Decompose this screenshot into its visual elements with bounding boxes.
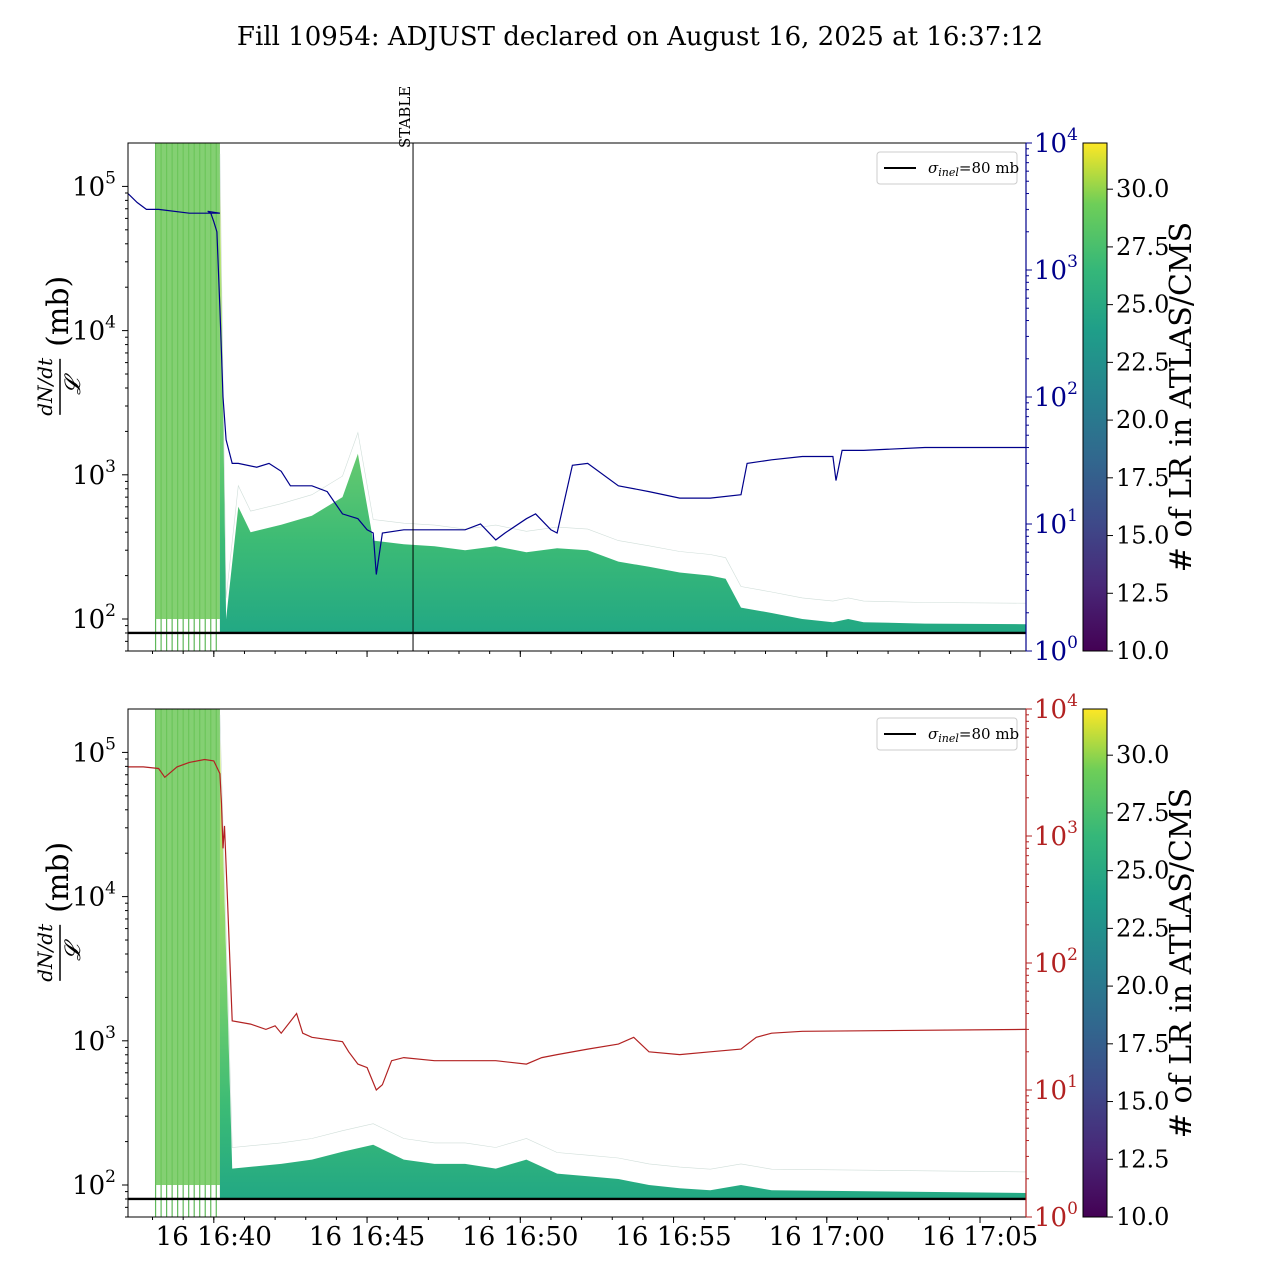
x-tick-label: 16 17:00 [769, 1222, 885, 1252]
x-axis: 16 16:40 16 16:45 16 16:50 16 16:55 16 17:00… [152, 1217, 1038, 1252]
right-tick-label: 100 [1034, 1199, 1078, 1233]
colorbar-tick-label: 12.5 [1116, 579, 1169, 607]
colorbar-tick-label: 15.0 [1116, 522, 1169, 550]
rate-envelope [219, 714, 1026, 1173]
pre-ramp-band [155, 709, 220, 1186]
legend-box [876, 717, 1018, 751]
colorbar: 10.0 12.5 15.0 17.5 20.0 22.5 25.0 27.5 30.0 # of… [1082, 142, 1199, 665]
ylabel-denominator: 𝓛 [61, 373, 86, 395]
ylabel-unit: (mb) [41, 276, 76, 347]
plot-frame [127, 708, 1027, 1218]
colorbar-tick-label: 10.0 [1116, 1203, 1169, 1231]
pre-ramp-band [155, 143, 220, 620]
left-tick-label: 102 [72, 601, 116, 635]
colorbar-tick-label: 30.0 [1116, 741, 1169, 769]
left-tick-label: 105 [72, 734, 116, 768]
x-tick-label: 16 16:50 [462, 1222, 578, 1252]
right-tick-label: 104 [1034, 125, 1078, 159]
bottom-panel: 102 103 104 105 dN/dt 𝓛 (mb) 100 101 102 103 104 16 … [33, 691, 1199, 1252]
legend-box [876, 151, 1018, 185]
colorbar-tick-label: 17.5 [1116, 464, 1169, 492]
legend: σinel=80 mb [876, 717, 1019, 751]
legend-label: σinel=80 mb [928, 725, 1019, 745]
figure-title: Fill 10954: ADJUST declared on August 16… [237, 22, 1043, 52]
rate-envelope [219, 153, 1026, 604]
legend: σinel=80 mb [876, 151, 1019, 185]
top-panel: STABLE 102 103 104 105 dN/dt 𝓛 (mb) 100 101 102 103… [33, 86, 1199, 667]
left-axis-label: dN/dt 𝓛 (mb) [33, 842, 86, 982]
x-tick-label: 16 16:45 [309, 1222, 425, 1252]
colorbar-tick-label: 20.0 [1116, 406, 1169, 434]
left-axis: 102 103 104 105 [72, 168, 128, 652]
colorbar-tick-label: 25.0 [1116, 291, 1169, 319]
left-tick-label: 104 [72, 313, 116, 347]
legend-label: σinel=80 mb [928, 159, 1019, 179]
colorbar-tick-label: 10.0 [1116, 637, 1169, 665]
right-axis-series [128, 758, 1026, 1092]
ylabel-unit: (mb) [41, 842, 76, 913]
right-axis-series [128, 193, 1026, 575]
ylabel-denominator: 𝓛 [61, 939, 86, 961]
colorbar-tick-label: 27.5 [1116, 233, 1169, 261]
rate-band [219, 736, 1026, 1199]
colorbar-tick-label: 20.0 [1116, 972, 1169, 1000]
colorbar-gradient [1082, 708, 1108, 1218]
right-tick-label: 101 [1034, 1072, 1078, 1106]
left-axis: 102 103 104 105 [72, 734, 128, 1218]
x-tick-label: 16 16:55 [615, 1222, 731, 1252]
right-tick-label: 102 [1034, 379, 1078, 413]
left-tick-label: 103 [72, 457, 116, 491]
right-axis: 100 101 102 103 104 [1025, 125, 1078, 667]
left-tick-label: 104 [72, 879, 116, 913]
colorbar-tick-label: 30.0 [1116, 175, 1169, 203]
left-axis-label: dN/dt 𝓛 (mb) [33, 276, 86, 416]
colorbar: 10.0 12.5 15.0 17.5 20.0 22.5 25.0 27.5 30.0 # of… [1082, 708, 1199, 1231]
right-tick-label: 103 [1034, 252, 1078, 286]
right-tick-label: 103 [1034, 818, 1078, 852]
colorbar-tick-label: 17.5 [1116, 1030, 1169, 1058]
colorbar-label: # of LR in ATLAS/CMS [1164, 222, 1199, 572]
left-tick-label: 103 [72, 1023, 116, 1057]
colorbar-gradient [1082, 142, 1108, 652]
left-tick-label: 105 [72, 168, 116, 202]
right-tick-label: 104 [1034, 691, 1078, 725]
colorbar-tick-label: 12.5 [1116, 1145, 1169, 1173]
x-axis [152, 651, 1012, 657]
x-tick-label: 16 16:40 [156, 1222, 272, 1252]
colorbar-tick-label: 15.0 [1116, 1088, 1169, 1116]
colorbar-tick-label: 22.5 [1116, 914, 1169, 942]
stable-label: STABLE [396, 86, 414, 148]
colorbar-tick-label: 25.0 [1116, 857, 1169, 885]
left-tick-label: 102 [72, 1167, 116, 1201]
right-tick-label: 101 [1034, 506, 1078, 540]
colorbar-tick-label: 27.5 [1116, 799, 1169, 827]
rate-band [219, 175, 1026, 633]
right-axis: 100 101 102 103 104 [1025, 691, 1078, 1233]
right-tick-label: 102 [1034, 945, 1078, 979]
ylabel-numerator: dN/dt [33, 923, 57, 982]
colorbar-label: # of LR in ATLAS/CMS [1164, 788, 1199, 1138]
x-tick-label: 16 17:05 [922, 1222, 1038, 1252]
ylabel-numerator: dN/dt [33, 357, 57, 416]
colorbar-tick-label: 22.5 [1116, 348, 1169, 376]
right-tick-label: 100 [1034, 633, 1078, 667]
